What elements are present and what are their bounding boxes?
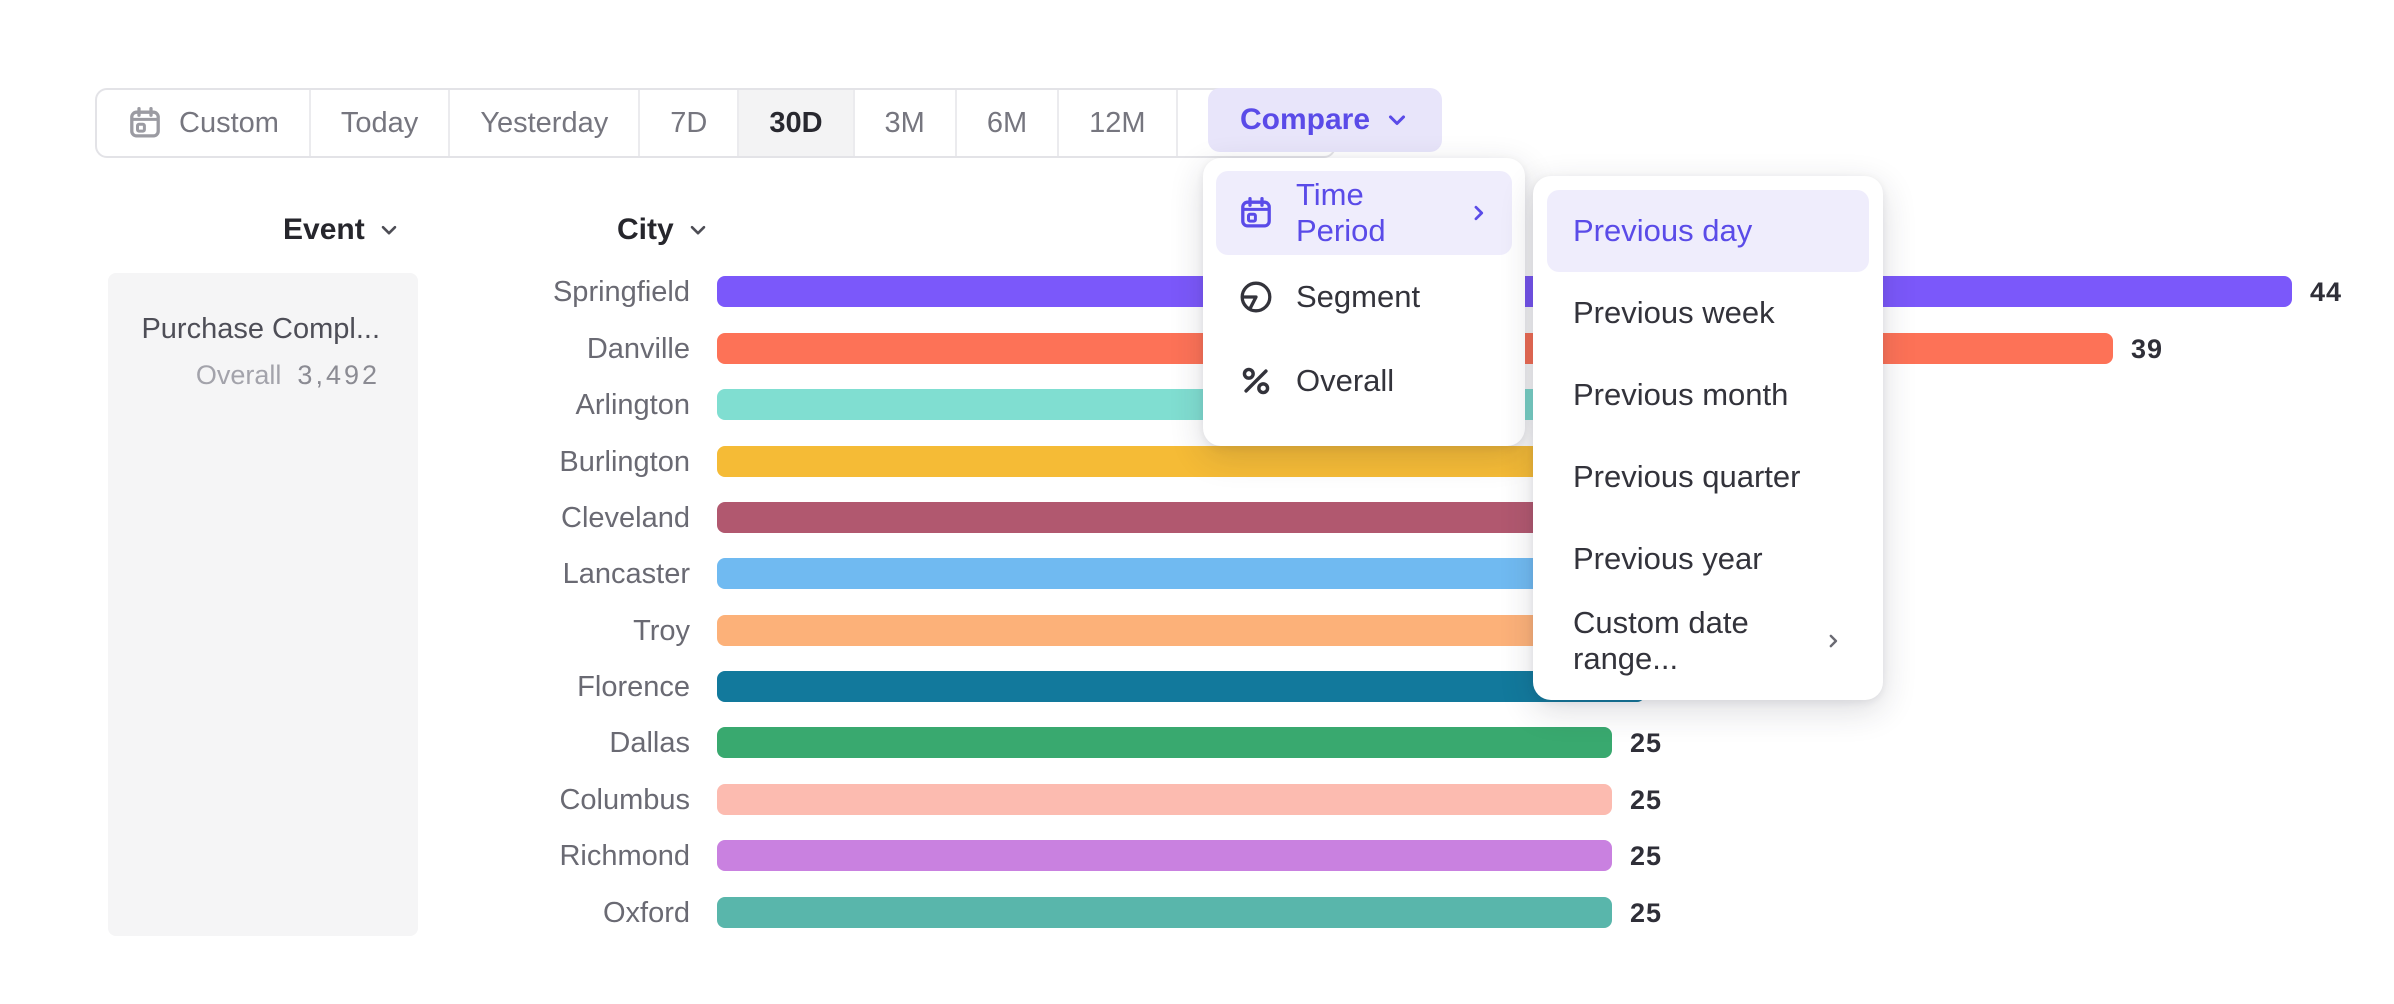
bar-row: Florence	[0, 671, 2394, 703]
submenu-item-label: Previous day	[1573, 213, 1753, 248]
city-column-header-label: City	[617, 213, 674, 246]
submenu-item-label: Previous week	[1573, 295, 1775, 330]
range-button-label: 30D	[769, 106, 823, 139]
submenu-item-previous-quarter[interactable]: Previous quarter	[1547, 436, 1869, 518]
bar-value-label: 25	[1630, 785, 1663, 815]
bar-row: Burlington	[0, 446, 2394, 478]
bar-category-label: Dallas	[609, 727, 690, 759]
range-button-label: 6M	[986, 106, 1028, 139]
bar-value-label: 25	[1630, 728, 1663, 758]
bar-category-label: Troy	[633, 615, 690, 647]
submenu-item-label: Custom date range...	[1573, 605, 1749, 676]
bar-row: Oxford 25	[0, 897, 2394, 929]
overall-label: Overall	[195, 360, 282, 390]
event-column-header[interactable]: Event	[283, 213, 401, 247]
bar-value-label: 25	[1630, 841, 1663, 871]
bar-row: Springfield 44	[0, 276, 2394, 308]
time-period-submenu: Previous day Previous week Previous month P…	[1533, 176, 1883, 700]
calendar-icon	[127, 105, 163, 141]
chevron-down-icon	[377, 218, 401, 242]
menu-item-segment[interactable]: Segment	[1216, 255, 1512, 339]
chevron-down-icon	[1384, 107, 1410, 133]
bar-category-label: Richmond	[559, 840, 690, 872]
bar-category-label: Arlington	[575, 389, 690, 421]
submenu-item-label: Previous year	[1573, 541, 1763, 576]
bar-row: Troy	[0, 615, 2394, 647]
bar-row: Dallas 25	[0, 727, 2394, 759]
bar-row: Columbus 25	[0, 784, 2394, 816]
menu-item-label: Time Period	[1296, 177, 1386, 248]
bar-troy[interactable]	[717, 615, 1682, 646]
calendar-icon	[1238, 195, 1274, 231]
segment-icon	[1238, 279, 1274, 315]
bar-oxford[interactable]	[717, 897, 1612, 928]
range-button-label: 7D	[670, 106, 708, 139]
bar-category-label: Cleveland	[561, 502, 690, 534]
event-column-header-label: Event	[283, 213, 365, 246]
bar-category-label: Danville	[586, 333, 690, 365]
bar-row: Richmond 25	[0, 840, 2394, 872]
range-button-label: 3M	[884, 106, 925, 139]
event-overall-row: Overall 3,492	[124, 360, 380, 391]
range-button-label: Custom	[179, 106, 279, 139]
bar-row: Cleveland	[0, 502, 2394, 534]
chevron-right-icon	[1823, 628, 1843, 654]
range-button-label: 12M	[1089, 106, 1146, 139]
bar-row: Danville 39	[0, 333, 2394, 365]
date-range-toolbar: CustomTodayYesterday7D30D3M6M12MXTD	[95, 88, 1336, 158]
submenu-item-custom-date-range-[interactable]: Custom date range...	[1547, 600, 1869, 682]
menu-item-label: Segment	[1296, 279, 1421, 314]
overall-value: 3,492	[297, 360, 380, 390]
submenu-item-label: Previous month	[1573, 377, 1789, 412]
range-button-custom[interactable]: Custom	[97, 90, 309, 156]
bar-value-label: 39	[2131, 334, 2164, 364]
bar-row: Lancaster	[0, 558, 2394, 590]
range-button-30d[interactable]: 30D	[737, 90, 853, 156]
range-button-7d[interactable]: 7D	[638, 90, 737, 156]
bar-value-label: 25	[1630, 898, 1663, 928]
bar-dallas[interactable]	[717, 727, 1612, 758]
range-button-yesterday[interactable]: Yesterday	[448, 90, 638, 156]
chevron-right-icon	[1467, 200, 1490, 226]
chevron-down-icon	[686, 218, 710, 242]
bar-columbus[interactable]	[717, 784, 1612, 815]
bar-category-label: Florence	[577, 671, 690, 703]
range-button-today[interactable]: Today	[308, 90, 448, 156]
bar-category-label: Burlington	[559, 446, 690, 478]
bar-value-label: 44	[2310, 277, 2343, 307]
submenu-item-previous-month[interactable]: Previous month	[1547, 354, 1869, 436]
range-button-label: Today	[340, 106, 419, 139]
range-button-6m[interactable]: 6M	[954, 90, 1057, 156]
range-button-label: Yesterday	[480, 106, 609, 139]
bar-category-label: Columbus	[559, 784, 690, 816]
range-button-3m[interactable]: 3M	[852, 90, 955, 156]
menu-item-label: Overall	[1296, 363, 1395, 398]
compare-button-label: Compare	[1240, 103, 1371, 136]
bar-row: Arlington	[0, 389, 2394, 421]
event-name: Purchase Compl...	[141, 313, 380, 345]
bar-richmond[interactable]	[717, 840, 1612, 871]
bar-florence[interactable]	[717, 671, 1645, 702]
submenu-item-previous-day[interactable]: Previous day	[1547, 190, 1869, 272]
bar-category-label: Oxford	[602, 897, 690, 929]
event-panel-item[interactable]: Purchase Compl... Overall 3,492	[108, 273, 418, 936]
range-button-12m[interactable]: 12M	[1057, 90, 1175, 156]
city-column-header[interactable]: City	[617, 213, 710, 247]
submenu-item-previous-week[interactable]: Previous week	[1547, 272, 1869, 354]
percent-icon	[1238, 363, 1274, 399]
compare-menu: Time Period Segment Overall	[1203, 158, 1525, 446]
menu-item-overall[interactable]: Overall	[1216, 339, 1512, 423]
compare-button[interactable]: Compare	[1208, 88, 1443, 152]
menu-item-time-period[interactable]: Time Period	[1216, 171, 1512, 255]
submenu-item-label: Previous quarter	[1573, 459, 1801, 494]
submenu-item-previous-year[interactable]: Previous year	[1547, 518, 1869, 600]
bar-category-label: Springfield	[552, 276, 690, 308]
bar-category-label: Lancaster	[562, 558, 690, 590]
